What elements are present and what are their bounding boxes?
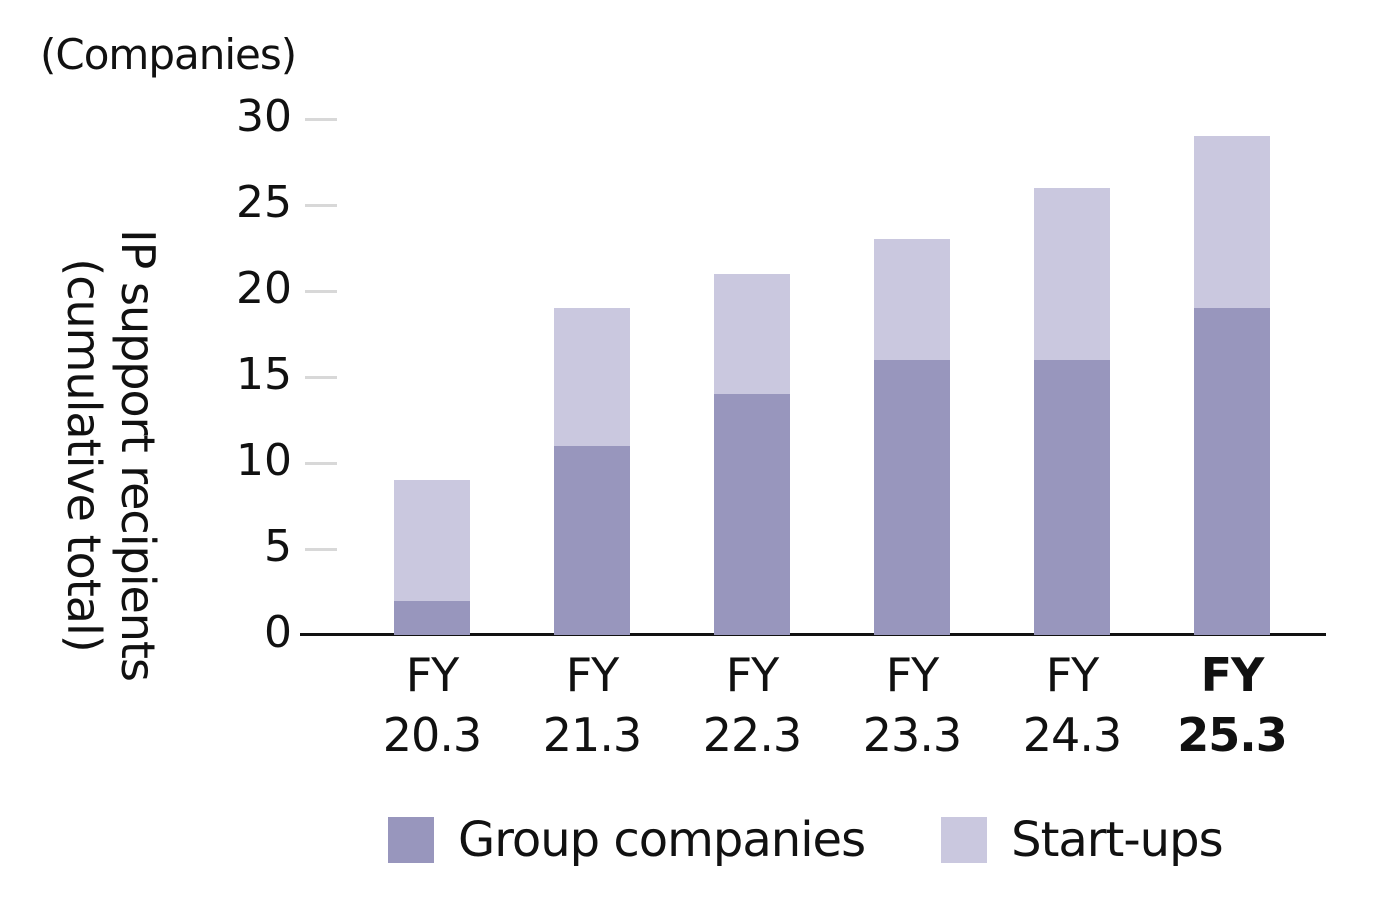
x-tick-label-line: 25.3 [1177,708,1288,762]
bar-segment-group-companies [714,394,790,635]
x-tick-label: FY 22.3 [672,645,832,765]
x-tick-label: FY 24.3 [992,645,1152,765]
y-axis-title-line-1: IP support recipients [111,229,165,681]
x-tick-label-line: FY [1200,648,1265,702]
y-tick-mark [305,376,337,379]
y-tick-mark [305,462,337,465]
y-axis-title: IP support recipients (cumulative total) [55,135,165,775]
legend-label: Start-ups [1011,812,1223,868]
x-axis-line [300,633,1326,636]
x-tick-label-line: FY [725,648,780,702]
bar-segment-group-companies [554,445,630,635]
legend-swatch-start-ups [941,817,988,863]
bar-fy20-3 [394,480,470,635]
y-tick-label: 0 [264,607,292,658]
bar-segment-start-ups [714,273,790,395]
y-axis-title-line-2: (cumulative total) [57,258,111,652]
y-tick-label: 30 [236,91,292,142]
bar-segment-group-companies [1194,308,1270,635]
bar-segment-start-ups [1034,187,1110,360]
x-tick-label-line: FY [885,648,940,702]
bar-fy23-3 [874,239,950,635]
bar-segment-group-companies [1034,359,1110,635]
y-tick-mark [305,290,337,293]
x-tick-label-line: 22.3 [702,708,802,762]
x-tick-label: FY 21.3 [512,645,672,765]
bar-segment-start-ups [874,239,950,360]
x-tick-label-line: 24.3 [1022,708,1122,762]
x-tick-label-line: 23.3 [862,708,962,762]
x-tick-label: FY 23.3 [832,645,992,765]
y-tick-mark [305,204,337,207]
bar-segment-group-companies [394,600,470,635]
x-tick-label-line: 21.3 [542,708,642,762]
legend-item-start-ups: Start-ups [941,812,1224,868]
x-tick-label-line: FY [405,648,460,702]
y-tick-mark [305,548,337,551]
unit-label: (Companies) [40,30,297,79]
bar-segment-group-companies [874,359,950,635]
bar-fy21-3 [554,308,630,635]
y-tick-label: 20 [236,263,292,314]
legend-item-group-companies: Group companies [388,812,866,868]
legend: Group companies Start-ups [388,812,1299,868]
y-tick-label: 5 [264,521,292,572]
bar-fy25-3 [1194,136,1270,635]
x-tick-label: FY 25.3 [1152,645,1312,765]
bar-segment-start-ups [1194,136,1270,309]
legend-swatch-group-companies [388,817,434,863]
bar-segment-start-ups [394,480,470,601]
x-tick-label-line: FY [565,648,620,702]
y-tick-label: 25 [236,177,292,228]
x-tick-label: FY 20.3 [352,645,512,765]
y-tick-label: 10 [236,435,292,486]
legend-label: Group companies [458,812,866,868]
x-tick-label-line: FY [1045,648,1100,702]
bar-segment-start-ups [554,308,630,446]
x-tick-label-line: 20.3 [382,708,482,762]
y-tick-mark [305,118,337,121]
y-tick-label: 15 [236,349,292,400]
bar-fy24-3 [1034,187,1110,635]
bar-fy22-3 [714,273,790,635]
